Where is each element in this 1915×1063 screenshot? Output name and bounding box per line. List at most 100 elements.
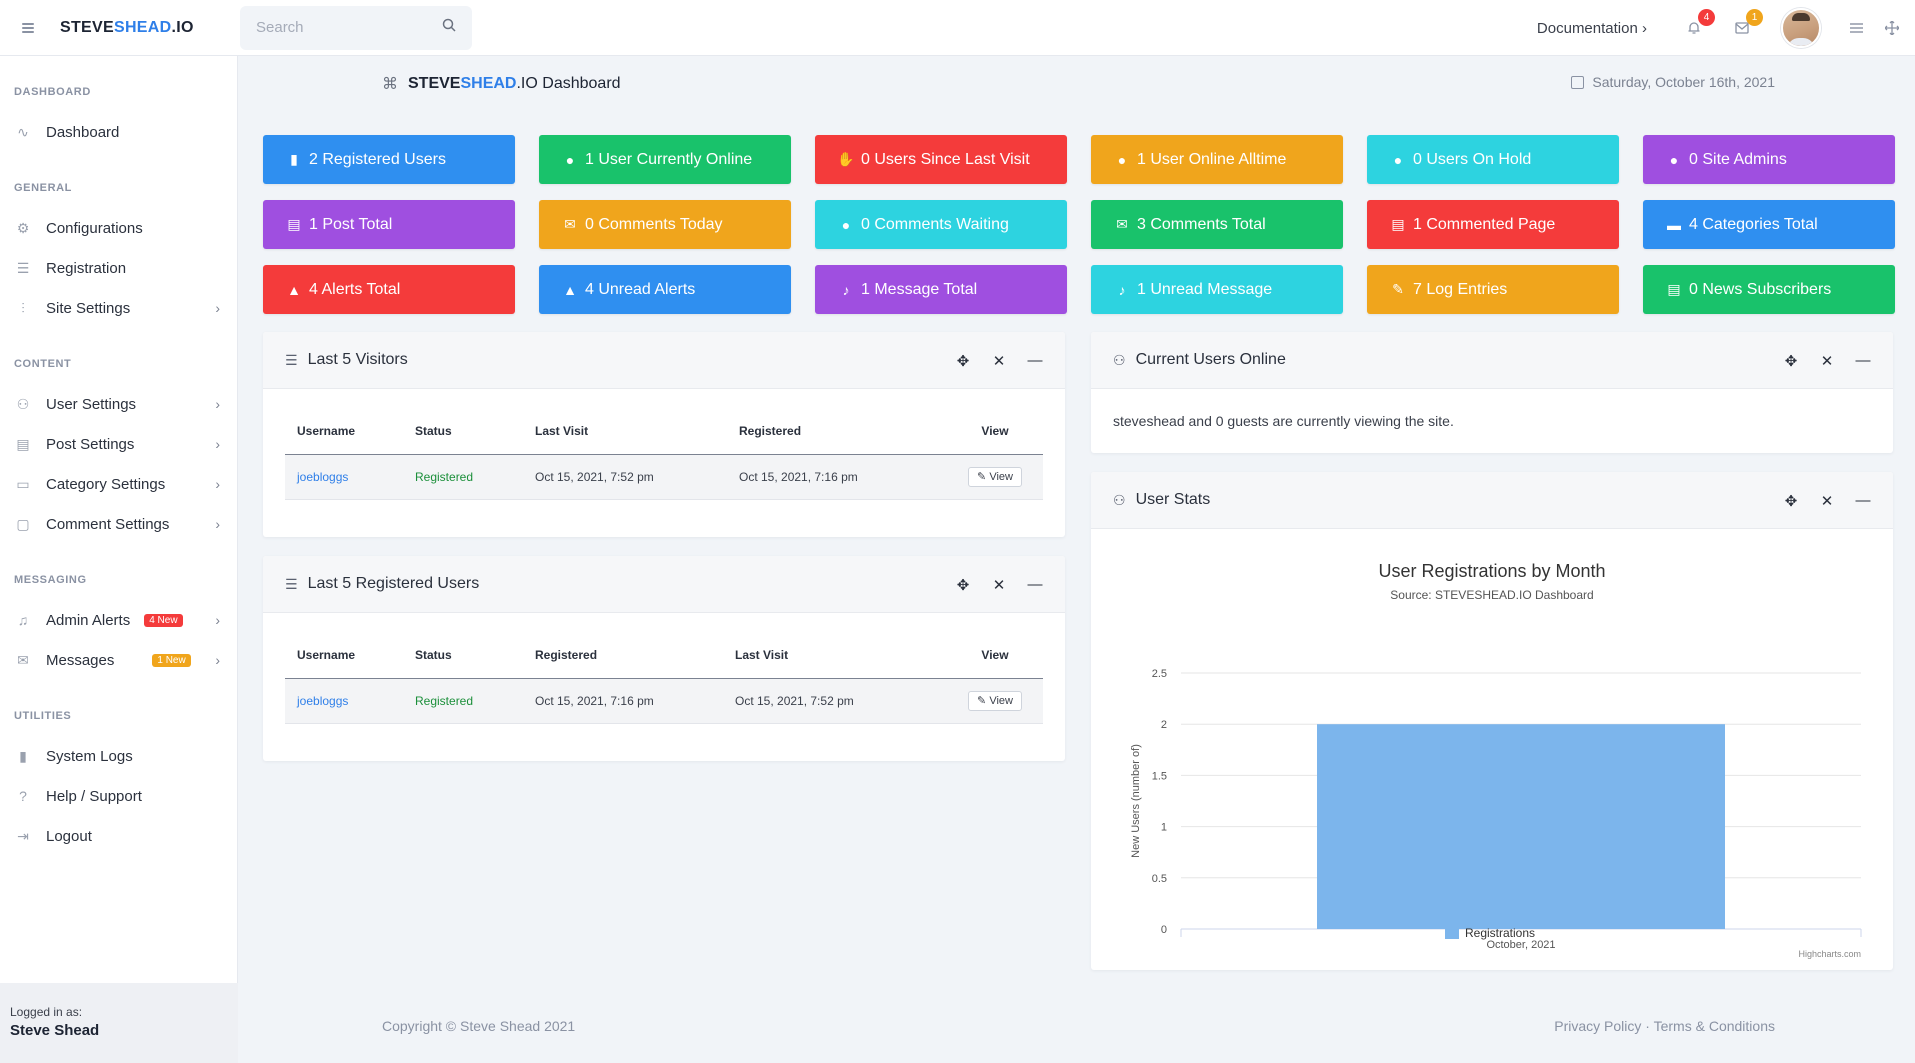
chart-subtitle: Source: STEVESHEAD.IO Dashboard: [1390, 588, 1593, 602]
stat-tile[interactable]: ● 1 User Online Alltime: [1091, 135, 1343, 184]
menu-toggle-icon[interactable]: [22, 22, 38, 34]
sidebar-item-help-support[interactable]: ? Help / Support: [0, 778, 238, 814]
page-title: ⌘ STEVE SHEAD .IO Dashboard: [382, 74, 621, 94]
notifications-button[interactable]: 4: [1685, 9, 1715, 37]
minimize-icon[interactable]: —: [1027, 576, 1043, 593]
chart-credit[interactable]: Highcharts.com: [1798, 949, 1861, 959]
move-icon[interactable]: ✥: [956, 576, 970, 594]
stat-tile[interactable]: ▲ 4 Unread Alerts: [539, 265, 791, 314]
stat-tile[interactable]: ▲ 4 Alerts Total: [263, 265, 515, 314]
stat-tile[interactable]: ● 0 Comments Waiting: [815, 200, 1067, 249]
sidebar-item-site-settings[interactable]: ⫶ Site Settings ›: [0, 290, 238, 326]
chevron-right-icon: ›: [215, 436, 220, 452]
list-menu-icon[interactable]: [1847, 19, 1865, 37]
chart-x-tick-label: October, 2021: [1486, 939, 1555, 951]
online-text: steveshead and 0 guests are currently vi…: [1113, 413, 1454, 429]
stat-tile-label: 4 Unread Alerts: [585, 280, 696, 298]
stat-tile-label: 1 Message Total: [861, 280, 978, 298]
sidebar-item-logout[interactable]: ⇥ Logout: [0, 818, 238, 854]
stat-tile-label: 0 Comments Waiting: [861, 215, 1009, 233]
move-icon[interactable]: ✥: [1784, 352, 1798, 370]
stat-tile[interactable]: ▤ 1 Commented Page: [1367, 200, 1619, 249]
terms-link[interactable]: Terms & Conditions: [1653, 1018, 1775, 1034]
sidebar-item-post-settings[interactable]: ▤ Post Settings ›: [0, 426, 238, 462]
stat-tile-label: 1 Commented Page: [1413, 215, 1556, 233]
search-icon[interactable]: [442, 18, 456, 37]
sidebar-item-messages[interactable]: ✉ Messages 1 New ›: [0, 642, 238, 678]
activity-icon: ∿: [17, 123, 29, 140]
legend-swatch[interactable]: [1445, 927, 1459, 939]
stat-tile-label: 3 Comments Total: [1137, 215, 1266, 233]
view-button[interactable]: ✎ View: [968, 466, 1022, 487]
sidebar-item-user-settings[interactable]: ⚇ User Settings ›: [0, 386, 238, 422]
alerts-new-badge: 4 New: [144, 613, 183, 627]
messages-button[interactable]: 1: [1733, 9, 1763, 37]
privacy-policy-link[interactable]: Privacy Policy: [1554, 1018, 1642, 1034]
stat-tile[interactable]: ▤ 1 Post Total: [263, 200, 515, 249]
footer-copyright: Copyright © Steve Shead 2021: [382, 1018, 576, 1034]
stat-tile[interactable]: ✉ 0 Comments Today: [539, 200, 791, 249]
user-icon: ●: [565, 151, 575, 168]
close-icon[interactable]: ✕: [1820, 352, 1834, 370]
chevron-right-icon: ›: [215, 396, 220, 412]
sidebar-item-configurations[interactable]: ⚙ Configurations: [0, 210, 238, 246]
search-input[interactable]: [256, 19, 442, 36]
chevron-right-icon: ›: [215, 516, 220, 532]
sidebar-item-registration[interactable]: ☰ Registration: [0, 250, 238, 286]
card-title: Current Users Online: [1135, 351, 1286, 368]
move-icon[interactable]: ✥: [956, 352, 970, 370]
move-icon[interactable]: [1883, 19, 1901, 37]
username-link[interactable]: joebloggs: [285, 678, 403, 724]
warning-icon: ▲: [287, 281, 301, 298]
edit-icon: ✎: [977, 471, 987, 483]
view-button[interactable]: ✎ View: [968, 690, 1022, 711]
stat-tile-label: 1 User Online Alltime: [1137, 150, 1287, 168]
minimize-icon[interactable]: —: [1855, 492, 1871, 509]
stat-tile[interactable]: ▤ 0 News Subscribers: [1643, 265, 1895, 314]
users-icon: ⚇: [1113, 351, 1126, 368]
close-icon[interactable]: ✕: [992, 576, 1006, 594]
mail-icon: [1735, 22, 1749, 34]
section-title-messaging: MESSAGING: [14, 574, 87, 586]
stat-tile[interactable]: ✋ 0 Users Since Last Visit: [815, 135, 1067, 184]
minimize-icon[interactable]: —: [1027, 352, 1043, 369]
user-avatar[interactable]: [1781, 8, 1821, 48]
stat-tile[interactable]: ✎ 7 Log Entries: [1367, 265, 1619, 314]
stat-tile[interactable]: ▬ 4 Categories Total: [1643, 200, 1895, 249]
chevron-right-icon: ›: [215, 612, 220, 628]
stat-tile[interactable]: ● 1 User Currently Online: [539, 135, 791, 184]
close-icon[interactable]: ✕: [1820, 492, 1834, 510]
stat-tile[interactable]: ♪ 1 Message Total: [815, 265, 1067, 314]
comment-icon: ▢: [16, 515, 30, 532]
stat-tile[interactable]: ♪ 1 Unread Message: [1091, 265, 1343, 314]
sidebar: DASHBOARD ∿ Dashboard GENERAL ⚙ Configurat…: [0, 56, 238, 1063]
sidebar-item-system-logs[interactable]: ▮ System Logs: [0, 738, 238, 774]
stat-tile[interactable]: ● 0 Users On Hold: [1367, 135, 1619, 184]
minimize-icon[interactable]: —: [1855, 352, 1871, 369]
chart-y-tick-label: 0.5: [1152, 873, 1167, 885]
sliders-icon: ⫶: [21, 299, 25, 316]
column-header: Last Visit: [723, 633, 947, 679]
sidebar-item-category-settings[interactable]: ▭ Category Settings ›: [0, 466, 238, 502]
stat-tile[interactable]: ● 0 Site Admins: [1643, 135, 1895, 184]
close-icon[interactable]: ✕: [992, 352, 1006, 370]
stat-tile-label: 0 Users Since Last Visit: [861, 150, 1030, 168]
documentation-link[interactable]: Documentation ›: [1537, 20, 1647, 37]
page-date: Saturday, October 16th, 2021: [1571, 74, 1775, 90]
move-icon[interactable]: ✥: [1784, 492, 1798, 510]
stat-tile[interactable]: ▮ 2 Registered Users: [263, 135, 515, 184]
sidebar-item-label: Category Settings: [46, 475, 166, 493]
chart-bar[interactable]: [1317, 724, 1725, 929]
bell-icon: ♪: [1118, 281, 1126, 298]
sidebar-item-comment-settings[interactable]: ▢ Comment Settings ›: [0, 506, 238, 542]
sidebar-item-admin-alerts[interactable]: ♫ Admin Alerts 4 New ›: [0, 602, 238, 638]
username-link[interactable]: joebloggs: [285, 454, 403, 500]
section-title-general: GENERAL: [14, 182, 72, 194]
list-icon: ☰: [16, 259, 30, 276]
signal-icon: ▮: [290, 151, 298, 167]
legend-label[interactable]: Registrations: [1465, 926, 1535, 940]
stat-tile[interactable]: ✉ 3 Comments Total: [1091, 200, 1343, 249]
sidebar-item-dashboard[interactable]: ∿ Dashboard: [0, 114, 238, 150]
stat-tile-label: 1 Post Total: [309, 215, 393, 233]
site-logo[interactable]: STEVESHEAD.IO: [60, 19, 240, 37]
